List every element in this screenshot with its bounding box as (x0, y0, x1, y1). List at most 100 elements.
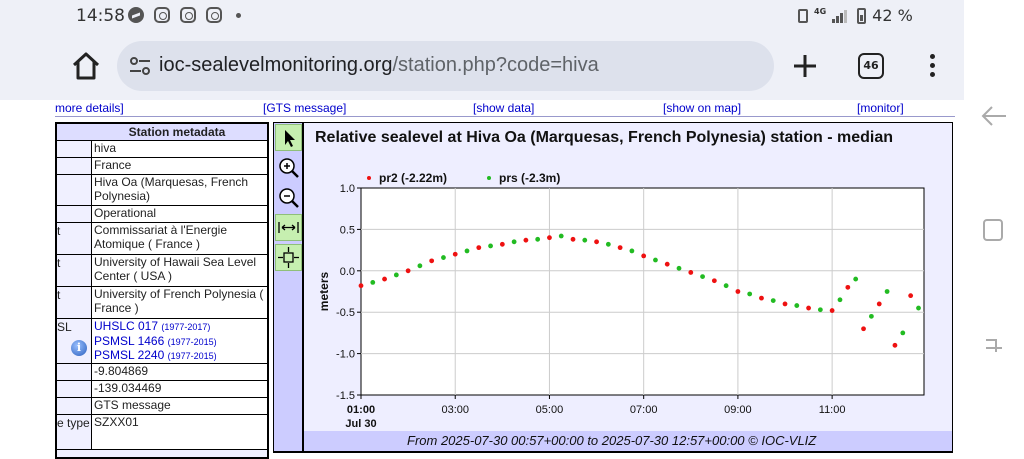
zoom-in-icon (279, 158, 299, 178)
data-point (806, 305, 811, 311)
metadata-value: SZXX01 (91, 415, 267, 449)
info-icon[interactable]: i (71, 340, 87, 356)
link-more-details[interactable]: more details] (55, 101, 124, 115)
link-show-on-map[interactable]: [show on map] (663, 101, 742, 115)
system-nav-bar (964, 0, 1024, 459)
chart-title: Relative sealevel at Hiva Oa (Marquesas,… (315, 129, 893, 146)
metadata-value: France (91, 158, 267, 174)
metadata-value: Operational (91, 206, 267, 222)
zoom-in-tool[interactable] (275, 154, 302, 181)
x-date-label: Jul 30 (345, 418, 376, 430)
data-point (629, 248, 635, 254)
metadata-row: hiva (57, 141, 267, 158)
data-point (861, 326, 866, 332)
data-point (594, 239, 599, 245)
zoom-out-tool[interactable] (275, 184, 302, 211)
pan-all-icon (278, 247, 299, 268)
pan-all-tool[interactable] (275, 244, 302, 271)
site-settings-icon[interactable] (129, 56, 151, 76)
data-point (759, 295, 764, 301)
data-point (382, 276, 387, 282)
url-text[interactable]: ioc-sealevelmonitoring.org/station.php?c… (159, 54, 599, 77)
link-monitor[interactable]: [monitor] (857, 101, 904, 115)
metadata-key: t (57, 288, 61, 302)
y-tick-label: 1.0 (340, 183, 355, 195)
network-type: 4G (814, 7, 827, 16)
data-point (393, 272, 399, 278)
x-tick-label: 07:00 (630, 404, 658, 416)
data-point (868, 313, 874, 319)
station-links: more details] [GTS message] [show data] … (55, 100, 955, 117)
data-point (892, 342, 898, 348)
data-point (582, 237, 588, 243)
url-path: /station.php?code=hiva (392, 54, 599, 76)
new-tab-icon[interactable] (790, 51, 820, 81)
metadata-link-text: PSMSL 1466 (94, 333, 165, 348)
metadata-link-range: (1977-2017) (161, 322, 211, 332)
metadata-value: -9.804869 (91, 364, 267, 380)
metadata-link[interactable]: PSMSL 1466 (1977-2015) (94, 334, 217, 348)
data-point (570, 236, 576, 242)
link-gts-message[interactable]: [GTS message] (263, 101, 347, 115)
lower-table-edge (273, 452, 953, 459)
data-point (558, 233, 564, 239)
data-point (782, 301, 788, 307)
data-point (464, 248, 470, 254)
home-nav-icon[interactable] (982, 218, 1004, 242)
y-tick-label: -1.0 (336, 349, 355, 361)
metadata-row: -139.034469 (57, 381, 267, 398)
metadata-value: hiva (91, 141, 267, 157)
metadata-row: Hiva Oa (Marquesas, French Polynesia) (57, 175, 267, 206)
data-point (676, 265, 682, 271)
data-point (908, 293, 914, 299)
status-bar: 14:58 4G 42 % (0, 0, 964, 32)
data-point (900, 330, 906, 336)
metadata-value: University of Hawaii Sea Level Center ( … (91, 255, 267, 286)
battery-icon (857, 7, 867, 24)
data-point (488, 243, 493, 249)
data-point (405, 268, 411, 274)
status-time: 14:58 (76, 6, 125, 26)
data-point (429, 258, 435, 264)
data-point (876, 301, 882, 307)
metadata-key (57, 141, 91, 157)
chart-canvas: Relative sealevel at Hiva Oa (Marquesas,… (315, 129, 925, 430)
data-point (358, 283, 364, 289)
address-bar[interactable]: ioc-sealevelmonitoring.org/station.php?c… (117, 41, 774, 91)
data-point (523, 237, 529, 243)
vibrate-icon (798, 8, 808, 23)
link-show-data[interactable]: [show data] (473, 101, 535, 115)
chart-toolbar (273, 122, 303, 452)
data-point (417, 263, 423, 269)
instagram-icon (154, 7, 170, 23)
tab-switcher-button[interactable]: 46 (858, 53, 884, 79)
metadata-link[interactable]: UHSLC 017 (1977-2017) (94, 319, 210, 333)
y-tick-label: -1.5 (336, 390, 355, 402)
recents-icon[interactable] (982, 334, 1006, 358)
metadata-link[interactable]: PSMSL 2240 (1977-2015) (94, 348, 217, 362)
pan-horizontal-tool[interactable] (275, 214, 302, 241)
metadata-row: SL i UHSLC 017 (1977-2017) PSMSL 1466 (1977… (57, 319, 267, 364)
metadata-link-text: PSMSL 2240 (94, 348, 165, 362)
x-tick-label: 05:00 (536, 404, 564, 416)
data-point (829, 308, 835, 313)
back-icon[interactable] (980, 104, 1008, 128)
metadata-row: France (57, 158, 267, 175)
pointer-tool[interactable] (275, 124, 302, 151)
metadata-row: -9.804869 (57, 364, 267, 381)
metadata-key (57, 381, 91, 397)
data-point (747, 291, 753, 297)
metadata-key (57, 364, 91, 380)
metadata-value: Commissariat à l'Energie Atomique ( Fran… (91, 223, 267, 254)
x-tick-label: 09:00 (724, 404, 752, 416)
web-page: more details] [GTS message] [show data] … (0, 100, 964, 459)
more-notifications-icon (236, 12, 241, 18)
pointer-icon (285, 130, 295, 147)
data-point (837, 297, 843, 303)
metadata-value: University of French Polynesia ( France … (91, 287, 267, 318)
overflow-menu-icon[interactable] (924, 54, 940, 80)
home-icon[interactable] (70, 50, 102, 82)
data-point (735, 289, 741, 294)
metadata-link-text: UHSLC 017 (94, 319, 159, 333)
plot-area (360, 187, 925, 396)
